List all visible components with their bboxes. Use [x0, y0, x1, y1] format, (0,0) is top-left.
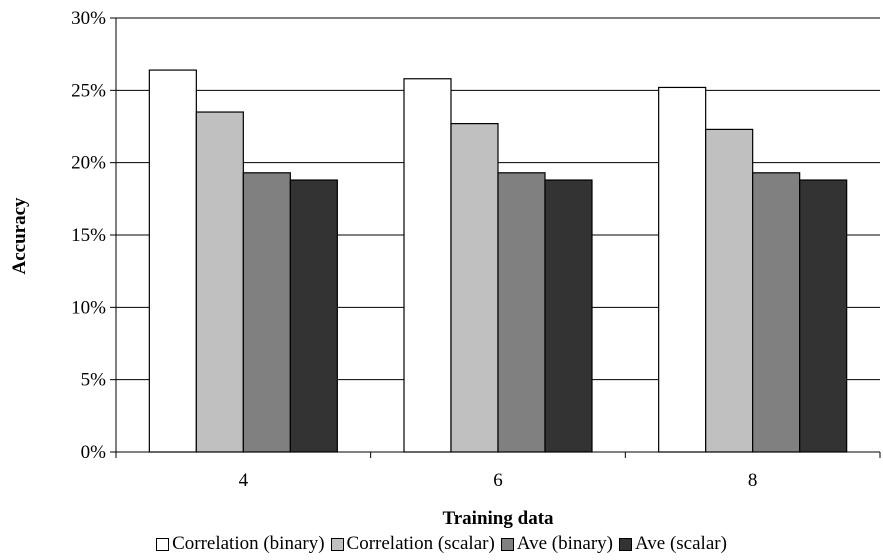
bar	[148, 69, 197, 453]
bar	[497, 172, 546, 453]
y-tick-label: 5%	[81, 370, 107, 391]
legend-item: Ave (binary)	[500, 532, 613, 556]
legend-swatch	[330, 537, 344, 551]
bar	[705, 128, 754, 453]
legend-label: Ave (scalar)	[634, 533, 727, 554]
bar	[242, 172, 291, 453]
bar	[450, 123, 499, 453]
legend-label: Ave (binary)	[516, 533, 613, 554]
bar	[403, 78, 452, 453]
bar	[658, 86, 707, 453]
y-tick-label: 10%	[71, 297, 106, 318]
y-axis-label: Accuracy	[9, 197, 30, 275]
legend-swatch	[500, 537, 514, 551]
axes	[110, 17, 881, 458]
y-tick-label: 30%	[71, 8, 106, 29]
bar	[195, 111, 244, 453]
y-tick-label: 20%	[71, 153, 106, 174]
bar	[544, 179, 593, 453]
legend-label: Correlation (binary)	[172, 533, 325, 554]
x-tick-label: 6	[493, 470, 503, 491]
legend-item: Ave (scalar)	[618, 532, 727, 556]
legend-swatch	[618, 537, 632, 551]
y-tick-label: 25%	[71, 80, 106, 101]
x-axis-label: Training data	[442, 508, 554, 529]
y-tick-labels: 0% 5% 10% 15% 20% 25% 30%	[71, 8, 106, 463]
legend-swatch	[156, 537, 170, 551]
legend-item: Correlation (binary)	[156, 532, 325, 556]
x-tick-label: 4	[239, 470, 249, 491]
legend-label: Correlation (scalar)	[346, 533, 495, 554]
y-tick-label: 15%	[71, 225, 106, 246]
bars	[148, 69, 848, 453]
bar	[752, 172, 801, 453]
legend: Correlation (binary) Correlation (scalar)…	[0, 532, 883, 556]
x-tick-label: 8	[748, 470, 758, 491]
bar	[289, 179, 338, 453]
x-tick-labels: 4 6 8	[239, 470, 758, 491]
y-tick-label: 0%	[81, 442, 107, 463]
legend-item: Correlation (scalar)	[330, 532, 495, 556]
bar	[799, 179, 848, 453]
